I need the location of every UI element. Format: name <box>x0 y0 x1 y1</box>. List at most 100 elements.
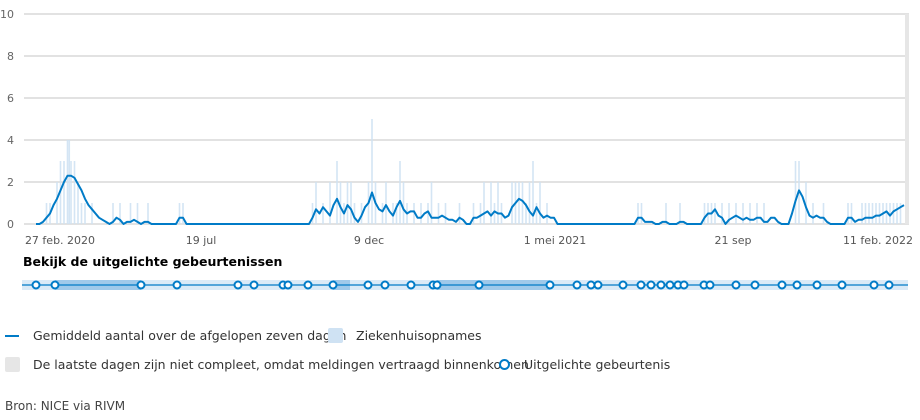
events-section-title: Bekijk de uitgelichte gebeurtenissen <box>23 254 283 269</box>
bar <box>885 203 888 224</box>
legend-label-event: Uitgelichte gebeurtenis <box>524 357 671 372</box>
x-tick-label: 27 feb. 2020 <box>25 234 95 247</box>
bar <box>56 182 58 224</box>
x-tick-label: 19 jul <box>186 234 217 247</box>
event-marker[interactable] <box>792 280 802 290</box>
bar <box>472 203 475 224</box>
bar <box>868 203 870 224</box>
event-marker[interactable] <box>646 280 656 290</box>
event-marker[interactable] <box>812 280 822 290</box>
event-marker[interactable] <box>31 280 41 290</box>
event-marker[interactable] <box>884 280 894 290</box>
bar <box>315 182 317 224</box>
event-marker[interactable] <box>837 280 847 290</box>
event-marker[interactable] <box>249 280 259 290</box>
event-marker-icon <box>499 359 510 370</box>
bar <box>847 203 849 224</box>
bar <box>861 203 863 224</box>
event-marker[interactable] <box>50 280 60 290</box>
bar <box>66 140 69 224</box>
event-marker[interactable] <box>665 280 675 290</box>
bar <box>875 203 877 224</box>
bar <box>805 182 807 224</box>
event-marker[interactable] <box>705 280 715 290</box>
bar <box>742 203 744 224</box>
bar <box>73 161 76 224</box>
bar <box>329 182 331 224</box>
event-marker[interactable] <box>545 280 555 290</box>
bar <box>721 203 723 224</box>
bar <box>68 140 71 224</box>
bar <box>871 203 874 224</box>
event-marker[interactable] <box>283 280 293 290</box>
event-marker[interactable] <box>303 280 313 290</box>
incomplete-data-band <box>905 14 909 224</box>
bar <box>178 203 181 224</box>
event-marker[interactable] <box>474 280 484 290</box>
bar <box>45 203 48 224</box>
bar <box>437 203 440 224</box>
bar-series-ziekenhuisopnames <box>45 119 902 224</box>
event-marker[interactable] <box>586 280 596 290</box>
bar <box>535 203 538 224</box>
line-series-seven-day-average <box>36 174 905 225</box>
event-marker[interactable] <box>679 280 689 290</box>
y-tick-label: 2 <box>7 176 14 189</box>
y-axis: 0 2 4 6 8 10 <box>0 8 14 231</box>
event-marker[interactable] <box>432 280 442 290</box>
event-marker[interactable] <box>656 280 666 290</box>
bar <box>637 203 639 224</box>
event-marker[interactable] <box>328 280 338 290</box>
bar <box>528 182 531 224</box>
source-note: Bron: NICE via RIVM <box>5 399 126 413</box>
event-marker[interactable] <box>869 280 879 290</box>
bar <box>756 203 758 224</box>
event-marker[interactable] <box>572 280 582 290</box>
bar <box>136 203 139 224</box>
event-marker[interactable] <box>380 280 390 290</box>
bar <box>413 203 415 224</box>
bar <box>458 203 461 224</box>
event-marker[interactable] <box>777 280 787 290</box>
bar-swatch-icon <box>328 328 343 343</box>
event-marker[interactable] <box>593 280 603 290</box>
bar <box>350 182 352 224</box>
bar <box>402 182 405 224</box>
event-marker[interactable] <box>363 280 373 290</box>
event-marker[interactable] <box>750 280 760 290</box>
bar <box>850 203 853 224</box>
bar <box>346 182 349 224</box>
bar <box>444 203 447 224</box>
event-marker[interactable] <box>136 280 146 290</box>
bar <box>129 203 132 224</box>
events-timeline[interactable] <box>22 280 908 290</box>
bar <box>80 203 83 224</box>
bar <box>532 161 534 224</box>
y-tick-label: 4 <box>7 134 14 147</box>
bar <box>91 203 93 224</box>
legend-item-admissions: Ziekenhuisopnames <box>328 328 482 343</box>
y-tick-label: 10 <box>0 8 14 21</box>
chart-gridlines <box>24 13 909 225</box>
event-marker[interactable] <box>636 280 646 290</box>
event-marker[interactable] <box>406 280 416 290</box>
event-marker[interactable] <box>172 280 182 290</box>
bar <box>182 203 184 224</box>
x-tick-label: 9 dec <box>354 234 384 247</box>
incomplete-swatch-icon <box>5 357 20 372</box>
bar <box>749 203 751 224</box>
bar <box>679 203 681 224</box>
bar <box>763 203 765 224</box>
bar <box>511 182 513 224</box>
event-marker[interactable] <box>731 280 741 290</box>
event-marker[interactable] <box>233 280 243 290</box>
bar <box>420 203 422 224</box>
bar <box>147 203 149 224</box>
y-tick-label: 0 <box>7 218 14 231</box>
legend-label-admissions: Ziekenhuisopnames <box>356 328 482 343</box>
bar <box>899 203 902 224</box>
x-tick-label: 21 sep <box>715 234 752 247</box>
event-marker[interactable] <box>618 280 628 290</box>
x-axis: 27 feb. 2020 19 jul 9 dec 1 mei 2021 21 sep 1… <box>25 234 913 247</box>
hospital-admissions-chart: 0 2 4 6 8 10 27 feb. 2020 19 jul 9 dec 1 mei 202… <box>0 8 913 290</box>
